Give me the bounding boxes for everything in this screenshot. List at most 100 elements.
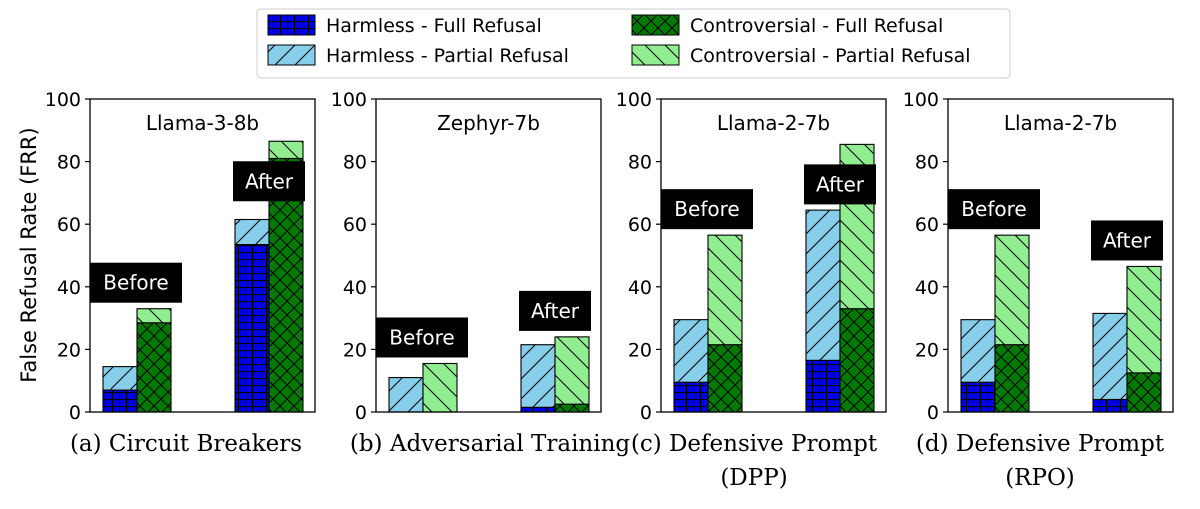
panel-caption: (DPP) xyxy=(720,465,787,491)
bar-controversial_partial-before xyxy=(707,234,743,346)
bar-controversial_full-after xyxy=(1126,372,1162,413)
annotation-after: After xyxy=(233,161,305,202)
bar-harmless_full-after xyxy=(234,243,270,413)
bar-harmless_partial-before xyxy=(388,377,424,413)
bar-harmless_full-before xyxy=(673,381,709,413)
y-tick-label: 0 xyxy=(927,402,939,424)
annotation-box xyxy=(804,164,876,205)
annotation-box xyxy=(519,290,591,331)
annotation-box xyxy=(661,189,753,230)
bar-controversial_partial-before xyxy=(136,308,172,324)
annotation-box xyxy=(376,317,468,358)
legend-label-harmless_full: Harmless - Full Refusal xyxy=(326,15,542,37)
annotation-before: Before xyxy=(90,262,182,303)
annotation-label: After xyxy=(531,299,580,323)
bar-harmless_full-after xyxy=(1092,398,1128,413)
bar-harmless_full-after xyxy=(520,406,556,413)
annotation-label: After xyxy=(1103,228,1152,252)
annotation-after: After xyxy=(519,290,591,331)
bar-controversial_partial-before xyxy=(422,362,458,413)
annotation-box xyxy=(1091,220,1163,261)
legend-label-controversial_partial: Controversial - Partial Refusal xyxy=(690,45,971,67)
bar-harmless_full-before xyxy=(102,389,138,413)
y-tick-label: 20 xyxy=(57,339,81,361)
annotation-before: Before xyxy=(376,317,468,358)
legend-swatch-harmless_full xyxy=(267,14,316,36)
y-tick-label: 80 xyxy=(915,152,939,174)
plot-frame xyxy=(660,98,887,413)
panel-caption: (RPO) xyxy=(1005,465,1075,491)
legend-label-harmless_partial: Harmless - Partial Refusal xyxy=(326,45,569,67)
panel-caption: (d) Defensive Prompt xyxy=(916,431,1165,457)
bar-harmless_partial-after xyxy=(1092,312,1128,401)
y-tick-label: 20 xyxy=(915,339,939,361)
y-tick-label: 80 xyxy=(628,152,652,174)
bar-controversial_full-before xyxy=(707,344,743,413)
legend-swatch-harmless_partial xyxy=(267,44,316,66)
y-tick-label: 40 xyxy=(915,277,939,299)
bar-harmless_partial-before xyxy=(102,366,138,391)
y-tick-label: 100 xyxy=(45,89,81,111)
y-tick-label: 80 xyxy=(57,152,81,174)
plot-frame xyxy=(89,98,316,413)
bar-harmless_partial-before xyxy=(673,319,709,383)
annotation-box xyxy=(948,189,1040,230)
bar-controversial_full-after xyxy=(554,403,590,413)
y-tick-label: 100 xyxy=(616,89,652,111)
annotation-label: Before xyxy=(103,271,168,295)
bar-harmless_partial-after xyxy=(520,344,556,408)
y-tick-label: 100 xyxy=(331,89,367,111)
y-axis-label: False Refusal Rate (FRR) xyxy=(17,127,41,382)
annotation-box xyxy=(90,262,182,303)
bar-controversial_partial-before xyxy=(994,234,1030,346)
annotation-box xyxy=(233,161,305,202)
panel-2: 0 20 40 60 80 100 Zephyr-7b Before After (b) Adve… xyxy=(331,89,631,457)
bar-controversial_partial-after xyxy=(268,140,304,160)
bar-controversial_full-after xyxy=(839,308,875,413)
bar-harmless_full-after xyxy=(805,359,841,413)
annotation-label: Before xyxy=(674,197,739,221)
y-tick-label: 80 xyxy=(343,152,367,174)
panel-3: 0 20 40 60 80 100 Llama-2-7b Before After (c) Def… xyxy=(616,89,887,491)
y-tick-label: 100 xyxy=(903,89,939,111)
legend-frame xyxy=(256,8,1011,79)
panel-caption: (c) Defensive Prompt xyxy=(631,431,878,457)
panels: 0 20 40 60 80 100 Llama-3-8b Before After (a) Cir… xyxy=(45,89,1174,491)
legend-swatch-controversial_partial xyxy=(631,44,680,66)
panel-title: Llama-2-7b xyxy=(717,111,830,135)
y-tick-label: 40 xyxy=(628,277,652,299)
bar-controversial_partial-after xyxy=(1126,265,1162,374)
y-tick-label: 20 xyxy=(628,339,652,361)
panel-caption: (b) Adversarial Training xyxy=(350,431,631,457)
panel-1: 0 20 40 60 80 100 Llama-3-8b Before After (a) Cir… xyxy=(45,89,316,457)
annotation-label: Before xyxy=(961,197,1026,221)
legend-swatch-controversial_full xyxy=(631,14,680,36)
plot-frame xyxy=(375,98,602,413)
y-tick-label: 60 xyxy=(915,214,939,236)
annotation-after: After xyxy=(804,164,876,205)
plot-frame xyxy=(947,98,1174,413)
annotation-label: After xyxy=(245,169,294,193)
bar-harmless_partial-before xyxy=(960,319,996,383)
y-tick-label: 20 xyxy=(343,339,367,361)
y-tick-label: 0 xyxy=(640,402,652,424)
y-tick-label: 0 xyxy=(69,402,81,424)
panel-title: Zephyr-7b xyxy=(437,111,540,135)
legend-label-controversial_full: Controversial - Full Refusal xyxy=(690,15,943,37)
annotation-label: Before xyxy=(389,325,454,349)
bar-harmless_partial-after xyxy=(805,209,841,361)
annotation-before: Before xyxy=(661,189,753,230)
y-axis-label-layer: False Refusal Rate (FRR) xyxy=(17,127,41,382)
y-tick-label: 40 xyxy=(343,277,367,299)
y-tick-label: 60 xyxy=(57,214,81,236)
annotation-label: After xyxy=(816,172,865,196)
bar-controversial_partial-after xyxy=(554,336,590,405)
bar-controversial_full-before xyxy=(994,344,1030,413)
panel-caption: (a) Circuit Breakers xyxy=(70,431,302,457)
panel-title: Llama-3-8b xyxy=(146,111,259,135)
y-tick-label: 0 xyxy=(355,402,367,424)
annotation-after: After xyxy=(1091,220,1163,261)
y-tick-label: 60 xyxy=(628,214,652,236)
bar-harmless_partial-after xyxy=(234,218,270,246)
